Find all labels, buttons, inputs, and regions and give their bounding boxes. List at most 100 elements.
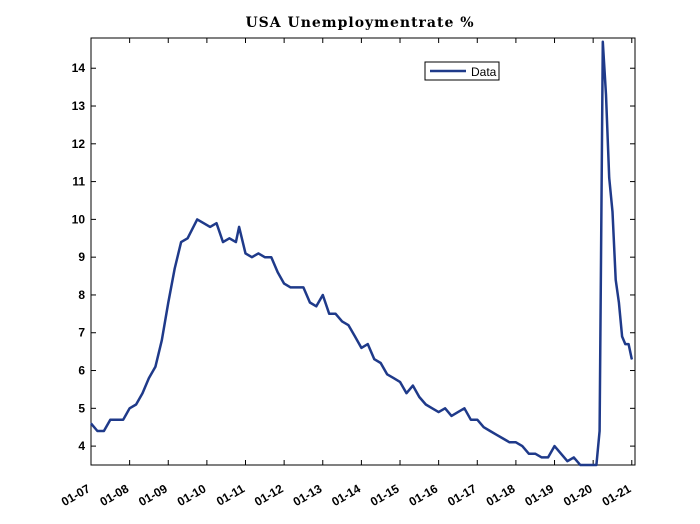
x-tick-label: 01-20: [561, 481, 595, 509]
data-point: [196, 218, 198, 220]
x-tick-label: 01-09: [136, 481, 170, 509]
data-point: [599, 430, 601, 432]
x-tick-label: 01-12: [252, 481, 286, 509]
x-tick-label: 01-08: [98, 481, 132, 509]
x-tick-label: 01-07: [59, 481, 93, 509]
data-point: [496, 434, 498, 436]
series-group: [90, 40, 634, 467]
data-point: [592, 464, 594, 466]
data-point: [322, 294, 324, 296]
data-point: [290, 286, 292, 288]
y-tick-label: 12: [72, 137, 86, 151]
data-point: [215, 222, 218, 224]
data-point: [425, 403, 427, 406]
data-point: [602, 41, 604, 43]
data-point: [470, 419, 472, 421]
data-point: [251, 256, 253, 258]
data-point: [586, 464, 588, 466]
data-point: [483, 426, 485, 428]
data-point: [109, 419, 111, 421]
data-point: [235, 241, 237, 243]
data-point: [174, 267, 176, 270]
data-point: [573, 456, 575, 458]
data-point: [412, 385, 414, 387]
data-point: [534, 453, 536, 455]
data-point: [476, 419, 478, 421]
data-point: [122, 419, 124, 421]
data-point: [154, 366, 156, 368]
data-point: [508, 441, 511, 443]
x-tick-label: 01-18: [484, 481, 518, 509]
data-point: [386, 373, 388, 375]
data-point: [187, 237, 189, 239]
data-point: [367, 343, 369, 345]
data-point: [228, 237, 230, 239]
chart-title: USA Unemploymentrate %: [245, 15, 474, 31]
data-point: [116, 419, 118, 421]
data-point: [141, 392, 144, 394]
data-point: [103, 430, 105, 432]
data-point: [608, 177, 610, 179]
data-point: [399, 381, 401, 383]
data-point: [354, 335, 356, 338]
y-tick-label: 5: [78, 401, 85, 415]
y-tick-label: 8: [78, 288, 85, 302]
data-point: [566, 460, 569, 462]
data-point: [489, 430, 491, 432]
data-point: [129, 407, 131, 409]
data-point: [380, 362, 382, 364]
data-point: [450, 415, 453, 417]
data-point: [631, 358, 633, 360]
data-point: [360, 347, 362, 349]
data-point: [264, 256, 266, 258]
data-point: [595, 464, 598, 466]
data-point: [438, 411, 440, 413]
data-point: [180, 241, 182, 243]
x-tick-label: 01-14: [329, 481, 363, 509]
y-tick-label: 7: [78, 326, 85, 340]
data-point: [393, 377, 395, 379]
data-point: [628, 343, 630, 345]
x-tick-label: 01-11: [214, 481, 247, 508]
data-point: [203, 222, 205, 224]
data-point: [444, 407, 446, 409]
data-point: [148, 377, 150, 379]
data-point: [418, 396, 420, 398]
x-tick-label: 01-21: [600, 481, 634, 509]
y-tick-label: 9: [78, 250, 85, 264]
data-point: [257, 252, 259, 254]
plot-area: [90, 37, 636, 466]
x-tick-label: 01-19: [522, 481, 556, 509]
data-point: [341, 320, 343, 322]
legend-label: Data: [471, 65, 497, 79]
data-point: [270, 256, 272, 258]
data-point: [547, 456, 549, 458]
data-point: [135, 403, 137, 406]
data-point: [277, 271, 279, 273]
y-tick-label: 14: [72, 61, 86, 75]
y-tick-label: 6: [78, 364, 85, 378]
data-point: [624, 343, 626, 345]
data-point: [328, 313, 330, 315]
data-point: [161, 339, 163, 341]
y-tick-label: 10: [72, 212, 86, 226]
y-axis: 4 5 6 7 8 9 10 11 12 13 14: [72, 61, 635, 453]
data-point: [283, 283, 285, 285]
x-tick-label: 01-16: [407, 481, 441, 509]
data-point: [222, 241, 224, 243]
data-point: [515, 441, 517, 443]
x-tick-label: 01-10: [175, 481, 209, 509]
data-point: [315, 305, 317, 307]
x-tick-label: 01-15: [368, 481, 402, 509]
data-point: [96, 430, 98, 432]
data-point: [553, 445, 556, 447]
x-tick-label: 01-17: [445, 481, 479, 509]
data-point: [605, 94, 607, 96]
data-point: [90, 422, 92, 424]
data-point: [209, 226, 211, 228]
y-tick-label: 4: [78, 439, 85, 453]
data-point: [618, 301, 620, 304]
legend: Data: [424, 61, 500, 81]
data-point: [335, 313, 337, 315]
